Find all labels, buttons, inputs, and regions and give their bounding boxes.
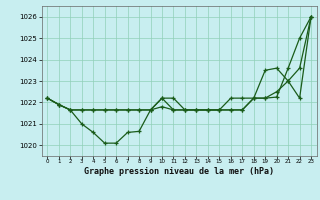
X-axis label: Graphe pression niveau de la mer (hPa): Graphe pression niveau de la mer (hPa)	[84, 167, 274, 176]
